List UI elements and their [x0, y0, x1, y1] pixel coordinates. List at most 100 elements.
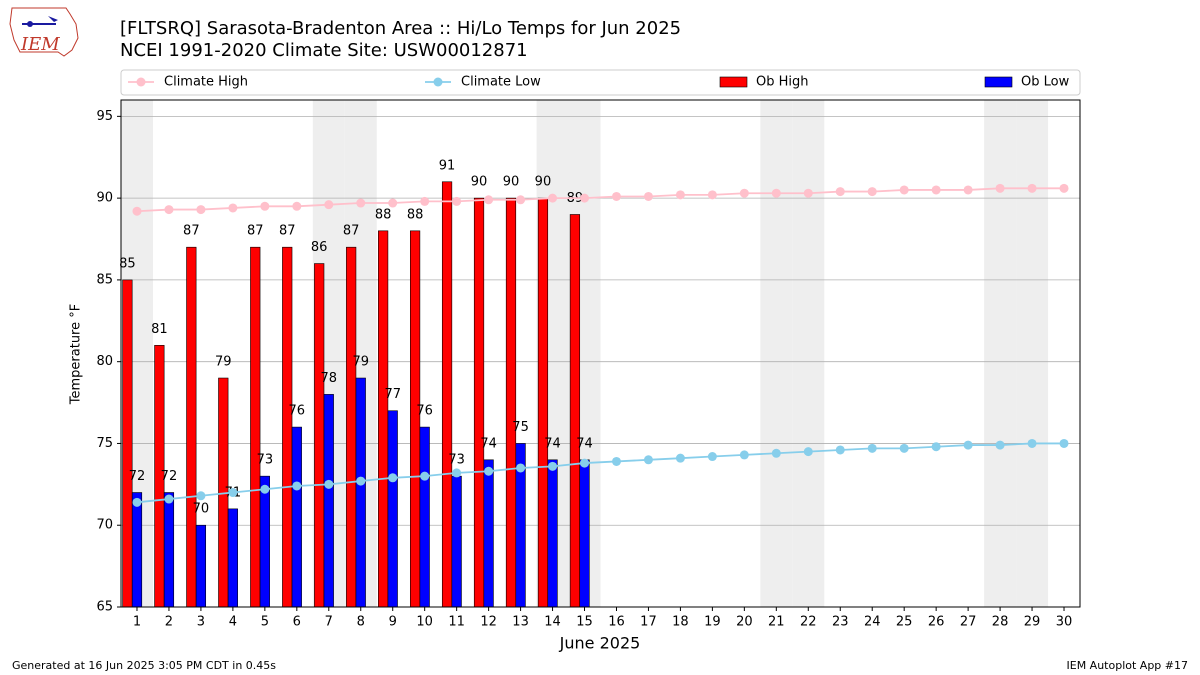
x-tick-label: 13 — [512, 615, 529, 630]
data-label: 74 — [544, 436, 561, 451]
x-tick-label: 15 — [576, 615, 593, 630]
x-tick-label: 6 — [293, 615, 301, 630]
line-marker — [388, 198, 398, 208]
x-tick-label: 21 — [768, 615, 785, 630]
line-marker — [356, 476, 366, 486]
line-marker — [675, 453, 685, 463]
x-tick-label: 10 — [416, 615, 433, 630]
line-marker — [196, 205, 206, 215]
weekend-shade — [1016, 100, 1049, 607]
x-tick-label: 4 — [229, 615, 237, 630]
bar — [291, 426, 302, 608]
line-marker — [675, 190, 685, 200]
x-tick-label: 26 — [928, 615, 945, 630]
data-label: 91 — [439, 158, 456, 173]
line-marker — [324, 200, 334, 210]
line-marker — [1027, 183, 1037, 193]
weekend-shade — [984, 100, 1017, 607]
line-marker — [484, 466, 494, 476]
data-label: 90 — [503, 175, 520, 190]
x-tick-label: 30 — [1056, 615, 1073, 630]
y-tick-label: 90 — [96, 191, 113, 206]
bar — [186, 246, 197, 608]
bar — [250, 246, 261, 608]
chart-title: [FLTSRQ] Sarasota-Bradenton Area :: Hi/L… — [120, 18, 681, 39]
plot-frame — [120, 99, 1081, 608]
line-marker — [196, 491, 206, 501]
line-marker — [228, 488, 238, 498]
bar — [227, 508, 238, 608]
line-marker — [835, 445, 845, 455]
y-axis-label: Temperature °F — [69, 304, 84, 405]
line — [136, 187, 1065, 213]
bar — [314, 263, 325, 608]
x-tick-label: 11 — [448, 615, 465, 630]
data-label: 81 — [151, 322, 168, 337]
bar — [387, 410, 398, 608]
line — [136, 442, 1065, 504]
weekend-shade — [792, 100, 825, 607]
footer-right: IEM Autoplot App #17 — [1067, 659, 1189, 672]
line-marker — [164, 205, 174, 215]
legend-label: Ob High — [756, 75, 809, 90]
legend-label: Climate Low — [461, 75, 541, 90]
bar — [409, 230, 421, 608]
x-tick-label: 24 — [864, 615, 881, 630]
y-tick-label: 75 — [96, 436, 113, 451]
x-tick-label: 3 — [197, 615, 205, 630]
line-marker — [931, 442, 941, 452]
data-label: 70 — [193, 502, 210, 517]
line-marker — [995, 440, 1005, 450]
data-label: 72 — [129, 469, 146, 484]
x-tick-label: 27 — [960, 615, 977, 630]
data-label: 72 — [161, 469, 178, 484]
line-marker — [835, 187, 845, 197]
bar — [547, 459, 558, 608]
line-marker — [516, 463, 526, 473]
x-tick-label: 20 — [736, 615, 753, 630]
data-label: 76 — [416, 404, 433, 419]
x-tick-label: 1 — [133, 615, 141, 630]
logo-text: IEM — [20, 34, 60, 55]
footer-left: Generated at 16 Jun 2025 3:05 PM CDT in … — [12, 659, 276, 672]
x-tick-label: 29 — [1024, 615, 1041, 630]
x-tick-label: 19 — [704, 615, 721, 630]
line-marker — [132, 497, 142, 507]
line-marker — [611, 191, 621, 201]
data-label: 90 — [535, 175, 552, 190]
line-marker — [1027, 438, 1037, 448]
logo: IEM — [9, 7, 79, 57]
bar — [195, 524, 207, 608]
x-tick-label: 14 — [544, 615, 561, 630]
bar — [483, 459, 494, 608]
y-tick-label: 70 — [96, 518, 113, 533]
x-tick-label: 2 — [165, 615, 173, 630]
weekend-shade — [760, 100, 793, 607]
data-label: 87 — [279, 224, 296, 239]
line-marker — [580, 458, 590, 468]
line-marker — [707, 452, 717, 462]
bar — [441, 181, 453, 608]
bar — [282, 246, 293, 608]
bar — [346, 246, 357, 608]
bar — [323, 394, 334, 608]
line-marker — [963, 440, 973, 450]
data-label: 79 — [352, 355, 369, 370]
line-marker — [452, 468, 462, 478]
legend-swatch — [984, 76, 1013, 88]
line-marker — [867, 187, 877, 197]
line-marker — [899, 185, 909, 195]
data-label: 74 — [480, 436, 497, 451]
line-marker — [739, 450, 749, 460]
line-marker — [260, 484, 270, 494]
line-marker — [356, 198, 366, 208]
data-label: 87 — [183, 224, 200, 239]
data-label: 90 — [471, 175, 488, 190]
line-marker — [803, 447, 813, 457]
data-label: 77 — [384, 387, 401, 402]
line-marker — [611, 456, 621, 466]
line-marker — [548, 461, 558, 471]
data-label: 88 — [375, 207, 392, 222]
line-marker — [899, 443, 909, 453]
